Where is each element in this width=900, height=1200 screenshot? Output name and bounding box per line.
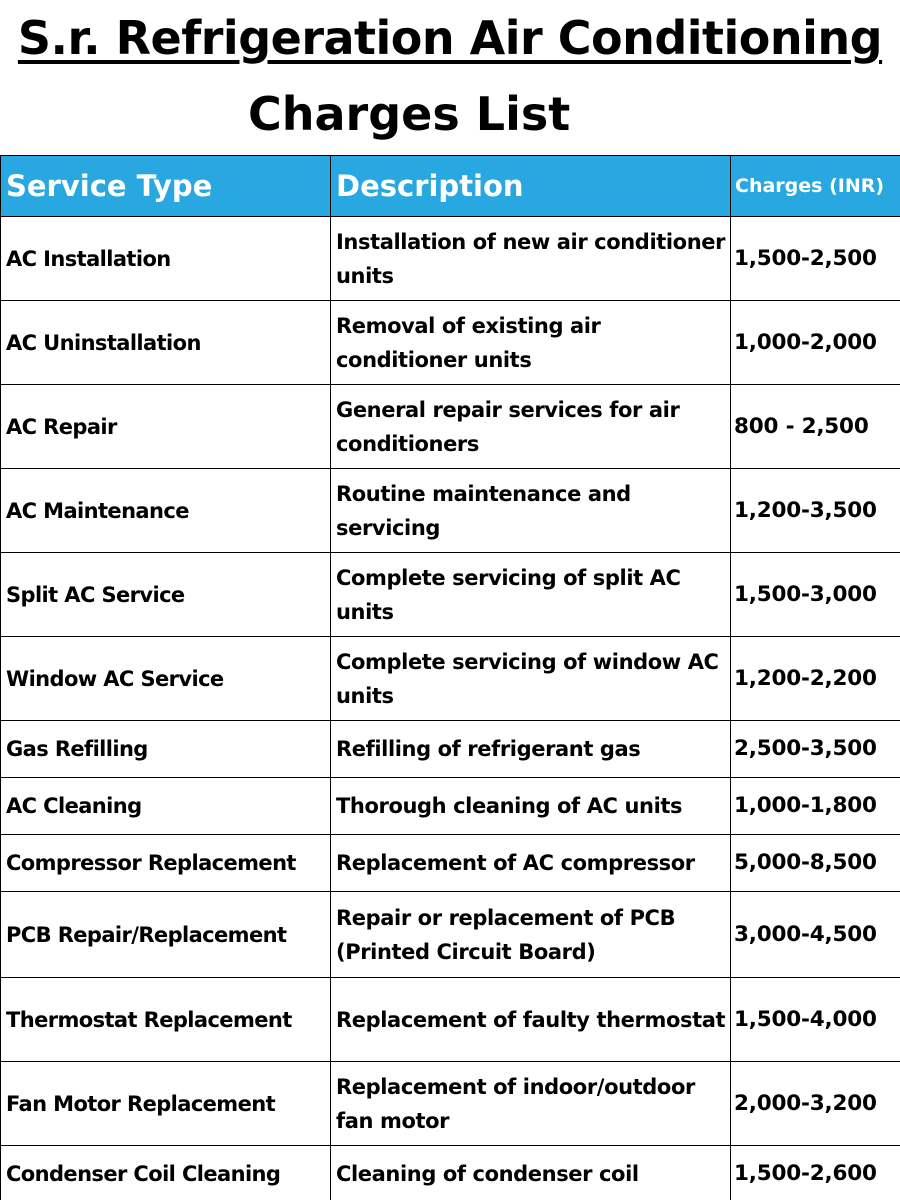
column-header-description: Description	[330, 155, 731, 217]
charges-cell: 1,500-4,000	[730, 977, 900, 1062]
table-row: AC Repair General repair services for ai…	[0, 384, 900, 469]
charges-cell: 1,200-2,200	[730, 636, 900, 721]
service-type-cell: AC Maintenance	[0, 468, 331, 553]
header-row: Service Type Description Charges (INR)	[0, 155, 900, 217]
service-type-cell: Gas Refilling	[0, 720, 331, 778]
table-row: Condenser Coil Cleaning Cleaning of cond…	[0, 1145, 900, 1200]
description-cell: Routine maintenance and servicing	[330, 468, 731, 553]
page-subtitle: Charges List	[248, 87, 571, 141]
service-type-cell: PCB Repair/Replacement	[0, 891, 331, 978]
description-cell: Thorough cleaning of AC units	[330, 777, 731, 835]
description-cell: Cleaning of condenser coil	[330, 1145, 731, 1200]
table-row: AC Cleaning Thorough cleaning of AC unit…	[0, 777, 900, 835]
column-header-service-type: Service Type	[0, 155, 331, 217]
charges-cell: 800 - 2,500	[730, 384, 900, 469]
description-cell: Replacement of AC compressor	[330, 834, 731, 892]
charges-cell: 1,000-1,800	[730, 777, 900, 835]
service-type-cell: AC Installation	[0, 216, 331, 301]
table-header: Service Type Description Charges (INR)	[0, 155, 900, 217]
table-row: Gas Refilling Refilling of refrigerant g…	[0, 720, 900, 778]
description-cell: Installation of new air conditioner unit…	[330, 216, 731, 301]
service-type-cell: Condenser Coil Cleaning	[0, 1145, 331, 1200]
charges-cell: 3,000-4,500	[730, 891, 900, 978]
charges-cell: 1,200-3,500	[730, 468, 900, 553]
table-row: Fan Motor Replacement Replacement of ind…	[0, 1061, 900, 1146]
service-type-cell: AC Cleaning	[0, 777, 331, 835]
table-body: AC Installation Installation of new air …	[0, 216, 900, 1200]
service-type-cell: AC Repair	[0, 384, 331, 469]
description-cell: Complete servicing of split AC units	[330, 552, 731, 637]
charges-cell: 1,500-2,500	[730, 216, 900, 301]
page-title: S.r. Refrigeration Air Conditioning	[17, 11, 883, 65]
table-row: AC Uninstallation Removal of existing ai…	[0, 300, 900, 385]
description-cell: Removal of existing air conditioner unit…	[330, 300, 731, 385]
description-cell: Replacement of faulty thermostat	[330, 977, 731, 1062]
service-type-cell: Window AC Service	[0, 636, 331, 721]
charges-cell: 2,500-3,500	[730, 720, 900, 778]
charges-cell: 5,000-8,500	[730, 834, 900, 892]
charges-cell: 1,500-2,600	[730, 1145, 900, 1200]
charges-table: Service Type Description Charges (INR) A…	[0, 155, 900, 1200]
service-type-cell: AC Uninstallation	[0, 300, 331, 385]
service-type-cell: Split AC Service	[0, 552, 331, 637]
table-row: Split AC Service Complete servicing of s…	[0, 552, 900, 637]
description-cell: Refilling of refrigerant gas	[330, 720, 731, 778]
table-row: AC Installation Installation of new air …	[0, 216, 900, 301]
description-cell: Complete servicing of window AC units	[330, 636, 731, 721]
service-type-cell: Thermostat Replacement	[0, 977, 331, 1062]
table-row: Window AC Service Complete servicing of …	[0, 636, 900, 721]
service-type-cell: Compressor Replacement	[0, 834, 331, 892]
description-cell: Repair or replacement of PCB (Printed Ci…	[330, 891, 731, 978]
column-header-charges: Charges (INR)	[730, 155, 900, 217]
charges-cell: 2,000-3,200	[730, 1061, 900, 1146]
description-cell: Replacement of indoor/outdoor fan motor	[330, 1061, 731, 1146]
table-row: PCB Repair/Replacement Repair or replace…	[0, 891, 900, 978]
table-row: Compressor Replacement Replacement of AC…	[0, 834, 900, 892]
charges-cell: 1,500-3,000	[730, 552, 900, 637]
description-cell: General repair services for air conditio…	[330, 384, 731, 469]
service-type-cell: Fan Motor Replacement	[0, 1061, 331, 1146]
charges-cell: 1,000-2,000	[730, 300, 900, 385]
table-row: AC Maintenance Routine maintenance and s…	[0, 468, 900, 553]
table-row: Thermostat Replacement Replacement of fa…	[0, 977, 900, 1062]
